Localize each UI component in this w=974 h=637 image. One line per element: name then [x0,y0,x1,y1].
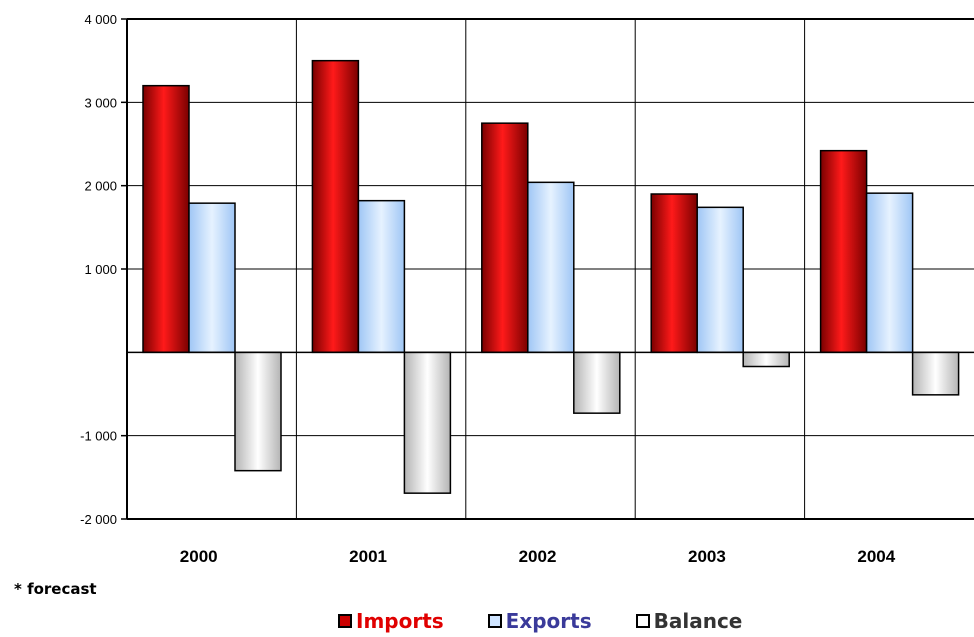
bar-exports-2004 [865,192,914,354]
bars [142,59,960,494]
legend: Imports Exports Balance [338,606,786,636]
forecast-note: * forecast [14,580,97,598]
bar-balance-2003 [742,351,790,368]
axes [121,18,974,520]
x-tick-label-2001: 2001 [349,547,387,566]
x-tick-label-2003: 2003 [688,547,726,566]
legend-label-exports: Exports [505,609,592,633]
y-tick-label-5: -2 000 [80,512,117,527]
x-tick-label-2002: 2002 [519,547,557,566]
y-tick-label-3: 1 000 [84,262,117,277]
legend-label-balance: Balance [653,609,743,633]
tick-labels: 4 000 3 000 2 000 1 000 -1 000 -2 000 2000 2001… [80,12,896,566]
legend-item-balance: Balance [635,609,743,633]
legend-item-imports: Imports [338,609,444,633]
bar-exports-2003 [696,206,744,354]
legend-item-exports: Exports [487,609,592,633]
bar-exports-2001 [357,199,406,354]
legend-label-imports: Imports [356,609,444,633]
legend-swatch-exports [487,614,502,628]
bar-balance-2000 [234,351,282,472]
y-tick-label-1: 3 000 [84,95,117,110]
legend-swatch-imports [338,614,352,628]
bar-imports-2000 [142,84,190,354]
y-tick-label-0: 4 000 [84,12,117,27]
legend-swatch-balance [635,614,650,628]
bar-imports-2002 [481,122,529,354]
bar-imports-2003 [650,193,698,354]
bar-balance-2002 [573,351,621,414]
y-tick-label-4: -1 000 [80,429,117,444]
bar-imports-2004 [819,149,868,354]
x-tick-label-2004: 2004 [857,547,895,566]
bar-balance-2001 [403,351,452,494]
bar-imports-2001 [311,59,360,354]
x-tick-label-2000: 2000 [180,547,218,566]
bar-exports-2002 [527,181,575,354]
bar-exports-2000 [188,202,236,354]
bar-balance-2004 [911,351,960,396]
y-tick-label-2: 2 000 [84,179,117,194]
